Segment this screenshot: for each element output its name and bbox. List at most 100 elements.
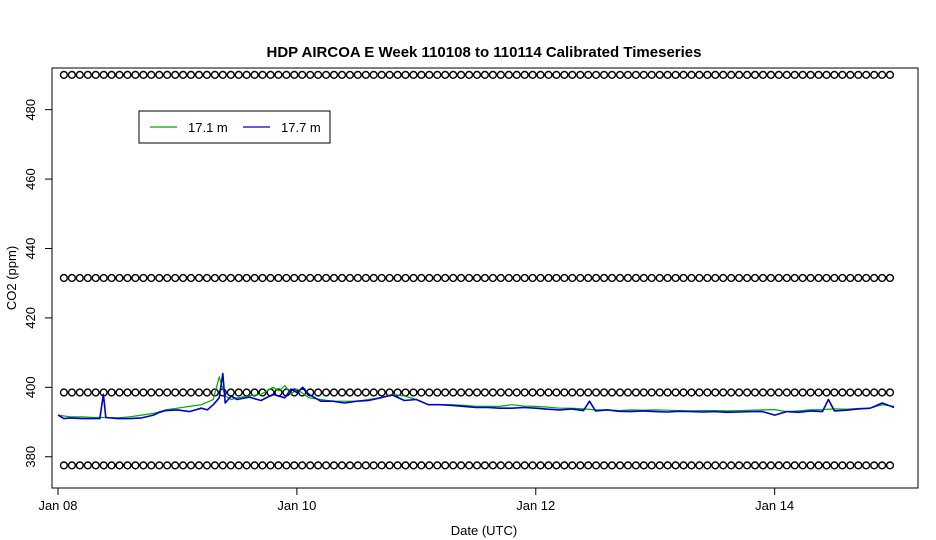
calibration-point [91, 461, 100, 470]
calibration-point [560, 461, 569, 470]
calibration-point [639, 70, 648, 80]
calibration-point [798, 461, 807, 470]
calibration-point [663, 388, 672, 397]
calibration-point [766, 70, 776, 80]
calibration-point [623, 461, 633, 470]
calibration-point [337, 388, 347, 397]
calibration-point [862, 388, 871, 397]
calibration-point [91, 273, 100, 283]
calibration-point [552, 388, 561, 397]
calibration-point [186, 70, 196, 80]
x-tick-label: Jan 10 [277, 498, 316, 513]
calibration-point [750, 461, 760, 470]
calibration-point [441, 388, 450, 397]
calibration-point [425, 70, 434, 80]
calibration-point [591, 273, 601, 283]
calibration-point [353, 273, 362, 283]
calibration-point [552, 461, 561, 470]
calibration-point [687, 273, 696, 283]
calibration-point [377, 70, 386, 80]
calibration-point [766, 273, 776, 283]
calibration-point [846, 461, 855, 470]
calibration-point [695, 388, 704, 397]
calibration-point [75, 273, 84, 283]
calibration-point [703, 388, 712, 397]
calibration-point [512, 388, 521, 397]
calibration-point [163, 70, 172, 80]
legend-label-17-1m: 17.1 m [188, 120, 228, 135]
calibration-point [790, 388, 799, 397]
calibration-point [210, 273, 220, 283]
calibration-point [441, 461, 450, 470]
calibration-point [830, 461, 839, 470]
calibration-point [711, 388, 720, 397]
calibration-point [322, 273, 331, 283]
calibration-point [123, 70, 132, 80]
calibration-point [409, 461, 418, 470]
calibration-point [870, 461, 879, 470]
calibration-point [671, 273, 680, 283]
calibration-point [854, 70, 863, 80]
data-series [57, 372, 895, 420]
calibration-point [258, 273, 267, 283]
calibration-point [274, 273, 283, 283]
calibration-point [711, 273, 720, 283]
calibration-point [687, 388, 696, 397]
calibration-point [131, 70, 140, 80]
calibration-point [576, 388, 585, 397]
y-tick-label: 440 [23, 238, 38, 260]
calibration-point [734, 273, 744, 283]
calibration-point [250, 70, 259, 80]
calibration-point [322, 388, 331, 397]
calibration-point [385, 461, 394, 470]
calibration-point [433, 388, 442, 397]
calibration-point [862, 70, 871, 80]
calibration-point [266, 273, 275, 283]
calibration-point [647, 70, 656, 80]
calibration-point [528, 273, 537, 283]
calibration-point [599, 388, 609, 397]
calibration-point [107, 388, 116, 397]
calibration-point [91, 388, 100, 397]
calibration-point [742, 70, 752, 80]
calibration-point [552, 273, 561, 283]
calibration-point [298, 388, 307, 397]
calibration-point [99, 461, 108, 470]
calibration-point [465, 273, 474, 283]
calibration-point [417, 273, 426, 283]
calibration-point [218, 461, 227, 470]
calibration-point [274, 461, 283, 470]
calibration-point [417, 70, 426, 80]
calibration-point [846, 273, 855, 283]
calibration-point [393, 273, 402, 283]
calibration-point [409, 388, 418, 397]
calibration-point [504, 70, 513, 80]
calibration-point [591, 461, 601, 470]
calibration-point [885, 461, 895, 470]
calibration-point [846, 388, 855, 397]
calibration-point [163, 388, 172, 397]
calibration-point [472, 461, 482, 470]
calibration-point [766, 461, 776, 470]
calibration-point [480, 70, 490, 80]
calibration-point [639, 461, 648, 470]
calibration-point [480, 388, 490, 397]
calibration-point [202, 388, 212, 397]
calibration-point [536, 388, 545, 397]
calibration-point [758, 461, 768, 470]
calibration-point [433, 70, 442, 80]
calibration-point [139, 461, 148, 470]
calibration-point [814, 461, 823, 470]
calibration-point [719, 273, 728, 283]
calibration-point [433, 461, 442, 470]
calibration-point [742, 388, 752, 397]
calibration-point [766, 388, 776, 397]
calibration-point [488, 70, 498, 80]
calibration-point [425, 461, 434, 470]
calibration-point [774, 388, 783, 397]
calibration-point [282, 70, 291, 80]
calibration-point [345, 70, 355, 80]
calibration-point [647, 461, 656, 470]
calibration-point [369, 388, 378, 397]
